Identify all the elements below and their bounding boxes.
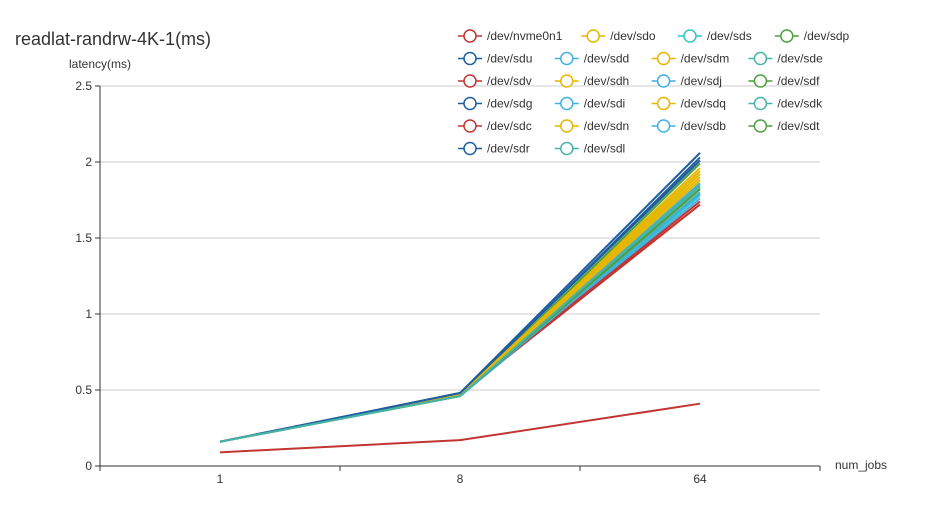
legend-label: /dev/sdc <box>487 119 532 133</box>
legend-item[interactable]: /dev/sdo <box>581 29 656 43</box>
y-tick-label: 1.5 <box>75 231 92 245</box>
legend-label: /dev/nvme0n1 <box>487 29 563 43</box>
x-tick-label: 64 <box>693 472 707 486</box>
series-lines <box>219 152 701 454</box>
legend-marker-icon <box>463 29 477 43</box>
legend-item[interactable]: /dev/nvme0n1 <box>458 29 563 43</box>
legend-item[interactable]: /dev/sdt <box>748 119 820 133</box>
legend-label: /dev/sde <box>777 52 823 66</box>
y-axis-label: latency(ms) <box>69 57 131 71</box>
legend-label: /dev/sdp <box>804 29 850 43</box>
x-tick-label: 1 <box>217 472 224 486</box>
legend-item[interactable]: /dev/sdb <box>651 119 727 133</box>
series-line-21 <box>219 184 701 443</box>
legend-item[interactable]: /dev/sdu <box>458 52 532 66</box>
legend-item[interactable]: /dev/sdn <box>554 119 629 133</box>
legend-label: /dev/sdj <box>681 74 722 88</box>
legend-item[interactable]: /dev/sdr <box>458 142 530 156</box>
legend-item[interactable]: /dev/sdv <box>458 74 532 88</box>
legend-marker-icon <box>560 119 574 133</box>
legend-label: /dev/sdt <box>777 119 820 133</box>
legend-marker-icon <box>753 96 768 111</box>
y-tick-label: 2 <box>85 155 92 169</box>
legend-label: /dev/sdo <box>610 29 656 43</box>
legend-label: /dev/sds <box>707 29 752 43</box>
legend-item[interactable]: /dev/sdg <box>458 97 532 111</box>
legend-item[interactable]: /dev/sdd <box>554 51 629 66</box>
legend-label: /dev/sdg <box>487 97 532 111</box>
series-line-20 <box>219 159 701 443</box>
legend-item[interactable]: /dev/sdl <box>554 141 625 156</box>
x-tick-label: 8 <box>457 472 464 486</box>
legend-item[interactable]: /dev/sdj <box>651 74 722 88</box>
legend-marker-icon <box>656 119 671 133</box>
legend-label: /dev/sdr <box>487 142 530 156</box>
series-line-3 <box>219 182 701 443</box>
legend-label: /dev/sdi <box>584 97 625 111</box>
y-tick-label: 0 <box>85 459 92 473</box>
legend-label: /dev/sdk <box>777 97 823 111</box>
legend-item[interactable]: /dev/sdc <box>458 119 532 133</box>
legend-item[interactable]: /dev/sds <box>678 29 752 43</box>
legend-marker-icon <box>560 141 574 156</box>
legend-label: /dev/sdv <box>487 74 532 88</box>
legend-item[interactable]: /dev/sdf <box>748 74 820 88</box>
legend-label: /dev/sdq <box>681 97 726 111</box>
legend-marker-icon <box>656 96 671 111</box>
series-line-13 <box>219 182 701 443</box>
axes: 0 0.5 1 1.5 2 2.5 1 8 64 <box>75 79 821 486</box>
y-tick-label: 2.5 <box>75 79 92 93</box>
chart-title: readlat-randrw-4K-1(ms) <box>15 29 211 49</box>
legend-label: /dev/sdl <box>584 142 625 156</box>
legend-label: /dev/sdh <box>584 74 629 88</box>
legend-marker-icon <box>463 51 477 66</box>
legend-item[interactable]: /dev/sde <box>748 52 823 66</box>
series-line-12 <box>219 156 701 443</box>
series-line-9 <box>219 167 701 443</box>
legend-marker-icon <box>656 74 671 88</box>
legend-label: /dev/sdn <box>584 119 629 133</box>
legend-marker-icon <box>753 119 768 133</box>
legend-label: /dev/sdf <box>777 74 820 88</box>
legend-label: /dev/sdu <box>487 52 532 66</box>
series-line-4 <box>219 152 701 443</box>
series-line-11 <box>219 162 701 443</box>
series-line-0 <box>219 402 701 454</box>
y-tick-label: 1 <box>85 307 92 321</box>
legend-label: /dev/sdm <box>681 52 730 66</box>
legend-marker-icon <box>656 51 671 66</box>
legend-marker-icon <box>780 29 794 43</box>
legend[interactable]: /dev/nvme0n1/dev/sdo/dev/sds/dev/sdp/dev… <box>458 29 849 156</box>
legend-marker-icon <box>560 51 574 66</box>
legend-marker-icon <box>463 96 477 111</box>
legend-item[interactable]: /dev/sdh <box>554 74 629 88</box>
legend-marker-icon <box>753 74 768 88</box>
legend-item[interactable]: /dev/sdq <box>651 96 726 111</box>
legend-marker-icon <box>560 96 574 111</box>
legend-label: /dev/sdb <box>681 119 727 133</box>
x-axis-label: num_jobs <box>835 458 887 472</box>
legend-item[interactable]: /dev/sdp <box>774 29 850 43</box>
series-line-1 <box>219 173 701 443</box>
legend-marker-icon <box>463 119 477 133</box>
series-line-14 <box>219 179 701 443</box>
legend-marker-icon <box>560 74 574 88</box>
legend-item[interactable]: /dev/sdi <box>554 96 625 111</box>
series-line-6 <box>219 176 701 443</box>
y-tick-label: 0.5 <box>75 383 92 397</box>
legend-marker-icon <box>586 29 600 43</box>
legend-item[interactable]: /dev/sdm <box>651 51 730 66</box>
legend-item[interactable]: /dev/sdk <box>748 97 823 111</box>
legend-marker-icon <box>463 74 477 88</box>
legend-marker-icon <box>683 29 697 43</box>
legend-marker-icon <box>463 141 477 156</box>
series-line-17 <box>219 170 701 443</box>
gridlines <box>100 85 820 391</box>
legend-marker-icon <box>753 51 768 66</box>
legend-label: /dev/sdd <box>584 52 629 66</box>
